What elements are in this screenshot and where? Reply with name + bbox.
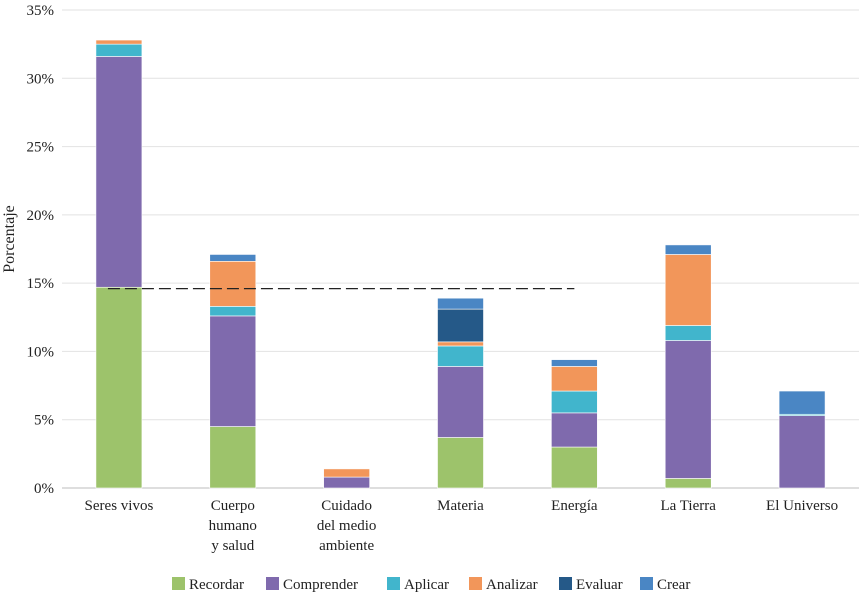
legend-label-comprender: Comprender [283,577,358,593]
y-tick-label: 25% [27,140,55,156]
legend-swatch-evaluar [559,577,572,590]
bar-segment-crear [778,390,826,415]
bar-segment-crear [551,359,598,367]
legend-swatch-analizar [469,577,482,590]
bar-segment-recordar [664,478,712,489]
bar-segment-comprender [95,56,143,288]
bar-segment-aplicar [437,345,484,367]
bar-segment-recordar [95,286,143,489]
bar-segment-analizar [95,39,143,45]
y-tick-label: 0% [34,481,54,497]
x-category-label: Materia [437,498,484,514]
legend-swatch-comprender [266,577,279,590]
y-tick-label: 35% [27,3,55,19]
bar-segment-crear [209,254,257,262]
bar-segment-analizar [437,341,484,347]
bar-segment-recordar [437,437,484,489]
y-tick-label: 10% [27,344,55,360]
bar-segment-comprender [778,415,826,489]
legend-label-recordar: Recordar [189,577,244,593]
bar-segment-comprender [437,366,484,438]
bar-segment-recordar [209,426,257,489]
x-category-label: Cuerpo humano y salud [209,498,257,554]
bar-segment-evaluar [437,308,484,343]
bar-segment-aplicar [209,306,257,317]
bar-segment-aplicar [95,43,143,57]
y-tick-label: 5% [34,413,54,429]
bar-segment-analizar [664,254,712,326]
legend-label-analizar: Analizar [486,577,538,593]
bar-segment-crear [664,244,712,255]
y-axis-ticks: 0% 5% 10% 15% 20% 25% 30% 35% [27,3,55,497]
x-category-label: El Universo [766,498,838,514]
bar-segment-crear [437,297,484,310]
legend-label-evaluar: Evaluar [576,577,623,593]
bar-segment-analizar [551,366,598,392]
bar-segment-aplicar [664,325,712,341]
x-axis-categories: Seres vivos Cuerpo humano y salud Cuidado del… [85,498,839,554]
x-category-label: La Tierra [661,498,717,514]
bar-segment-comprender [551,412,598,448]
x-category-label: Energía [551,498,598,514]
legend-label-aplicar: Aplicar [404,577,449,593]
bar-segment-recordar [551,446,598,489]
legend-swatch-aplicar [387,577,400,590]
legend-swatch-recordar [172,577,185,590]
bars [95,39,826,489]
y-tick-label: 15% [27,276,55,292]
y-axis-title: Porcentaje [1,205,18,273]
legend: Recordar Comprender Aplicar Analizar Evaluar… [172,577,690,593]
bar-segment-analizar [323,468,370,478]
bar-segment-comprender [323,476,370,489]
legend-swatch-crear [640,577,653,590]
x-category-label: Cuidado del medio ambiente [317,498,377,554]
x-category-label: Seres vivos [85,498,154,514]
bar-segment-comprender [209,315,257,427]
bar-segment-analizar [209,260,257,307]
bar-segment-comprender [664,340,712,479]
bar-segment-aplicar [551,390,598,414]
y-tick-label: 30% [27,71,55,87]
y-tick-label: 20% [27,208,55,224]
legend-label-crear: Crear [657,577,690,593]
